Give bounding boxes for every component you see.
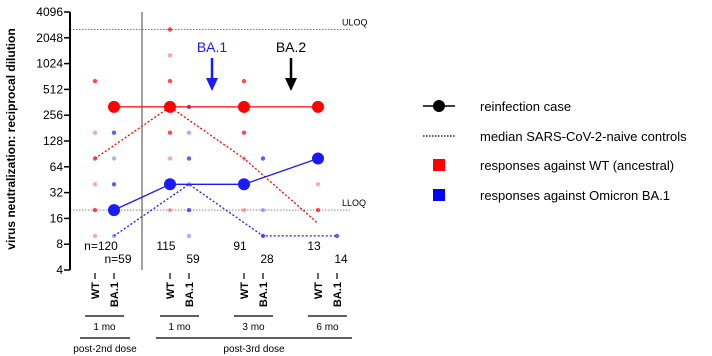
arrow-label-ba2: BA.2 — [276, 39, 307, 55]
count-label: 59 — [186, 252, 200, 266]
data-point — [167, 156, 173, 161]
legend-dot-icon — [433, 100, 445, 112]
data-point — [315, 207, 321, 213]
x-axis-groups: WT BA.1 WT BA.1 WT BA.1 WT BA.1 1 mo 1 mo 3 mo 6 mo… — [73, 273, 352, 355]
count-label: 28 — [260, 252, 274, 266]
median-line-wt — [94, 106, 319, 224]
data-point — [167, 53, 173, 58]
data-point — [315, 182, 321, 187]
reinfection-point — [312, 152, 324, 165]
arrow-head — [285, 78, 297, 91]
reference-label-uloq: ULOQ — [342, 17, 368, 27]
data-point — [260, 156, 266, 161]
legend-square-icon — [433, 189, 445, 201]
group-label: BA.1 — [258, 282, 270, 307]
count-label: 13 — [307, 239, 321, 253]
group-label: BA.1 — [184, 282, 196, 307]
group-label: BA.1 — [332, 282, 344, 307]
data-point — [260, 207, 266, 213]
data-point — [167, 130, 173, 135]
y-tick-label: 8 — [56, 237, 63, 251]
data-point — [111, 130, 117, 135]
timepoint-label: 1 mo — [93, 322, 116, 333]
legend-label: median SARS-CoV-2-naive controls — [480, 129, 687, 144]
group-label: WT — [165, 282, 177, 299]
y-tick-label: 64 — [50, 160, 64, 174]
data-point — [167, 207, 173, 213]
y-axis: 4 8 16 32 64 128 256 512 1024 2048 4096 — [36, 5, 71, 277]
arrow-label-ba1: BA.1 — [197, 39, 228, 55]
reinfection-point — [164, 100, 176, 113]
legend-label: responses against Omicron BA.1 — [480, 188, 670, 203]
individual-points — [92, 27, 340, 239]
reinfection-point — [108, 100, 120, 113]
data-point — [334, 233, 340, 239]
group-label: WT — [313, 282, 325, 299]
data-point — [111, 156, 117, 161]
group-label: WT — [239, 282, 251, 299]
data-point — [167, 27, 173, 32]
data-point — [92, 78, 98, 84]
timepoint-label: 1 mo — [168, 322, 191, 333]
y-axis-label: virus neutralization: reciprocal dilutio… — [4, 28, 18, 249]
group-label: BA.1 — [109, 282, 121, 307]
legend: reinfection case median SARS-CoV-2-naive … — [423, 99, 687, 203]
count-label: 115 — [156, 239, 175, 253]
count-label: n=120 — [84, 239, 118, 253]
y-tick-label: 2048 — [36, 31, 63, 45]
data-point — [241, 207, 247, 213]
legend-label: responses against WT (ancestral) — [480, 158, 674, 173]
reference-label-lloq: LLOQ — [342, 198, 366, 208]
variant-arrows: BA.1 BA.2 — [197, 39, 307, 91]
y-tick-label: 4 — [56, 263, 63, 277]
count-label: 91 — [233, 239, 247, 253]
y-tick-label: 32 — [50, 186, 64, 200]
reinfection-line-ba1 — [113, 157, 319, 211]
data-point — [186, 233, 192, 239]
y-tick-label: 1024 — [36, 57, 63, 71]
data-point — [241, 78, 247, 84]
data-point — [186, 207, 192, 213]
data-point — [92, 207, 98, 213]
data-point — [92, 182, 98, 187]
arrow-head — [206, 78, 218, 91]
y-tick-label: 4096 — [36, 5, 63, 19]
timepoint-label: 6 mo — [316, 322, 339, 333]
data-point — [111, 182, 117, 187]
reinfection-point — [108, 204, 120, 217]
reinfection-point — [312, 100, 324, 113]
reinfection-point — [238, 178, 250, 191]
data-point — [241, 130, 247, 135]
data-point — [92, 233, 98, 239]
reinfection-point — [238, 100, 250, 113]
phase-label: post-3rd dose — [223, 344, 285, 355]
median-line-ba1 — [113, 183, 337, 237]
data-point — [167, 78, 173, 84]
y-tick-label: 16 — [50, 211, 64, 225]
legend-label: reinfection case — [480, 99, 571, 114]
y-tick-label: 512 — [43, 82, 63, 96]
median-lines — [94, 106, 337, 237]
y-tick-label: 256 — [43, 108, 63, 122]
timepoint-label: 3 mo — [242, 322, 265, 333]
reference-lines: ULOQ LLOQ — [70, 17, 368, 211]
count-label: n=59 — [104, 252, 131, 266]
data-point — [92, 130, 98, 135]
group-label: WT — [90, 282, 102, 299]
data-point — [186, 156, 192, 161]
reinfection-point — [164, 178, 176, 191]
data-point — [186, 130, 192, 135]
legend-square-icon — [433, 159, 445, 171]
reinfection-lines — [108, 100, 324, 217]
y-tick-label: 128 — [43, 134, 63, 148]
count-label: 14 — [334, 252, 348, 266]
phase-label: post-2nd dose — [73, 344, 137, 355]
